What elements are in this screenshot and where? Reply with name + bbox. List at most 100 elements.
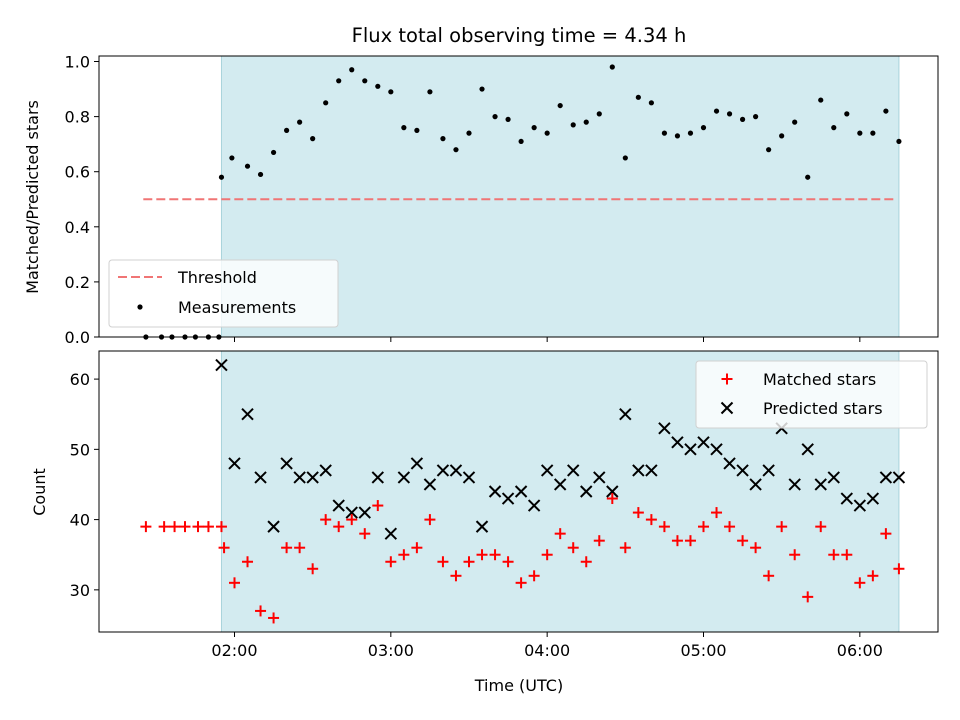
predicted-star-point: [606, 485, 619, 498]
predicted-star-point: [215, 358, 228, 372]
legend-predicted-marker: [720, 401, 734, 415]
predicted-star-point: [866, 492, 880, 505]
legend-matched-label: Matched stars: [763, 370, 876, 389]
predicted-star-point: [645, 464, 658, 477]
top-legend: Threshold Measurements: [108, 259, 339, 328]
predicted-star-point: [814, 478, 827, 491]
matched-star-point: [697, 521, 709, 533]
bottom-y-ticks: 30 40 50 60: [70, 370, 99, 600]
predicted-star-point: [749, 478, 762, 491]
bottom-x-tick-label: 04:00: [524, 641, 570, 660]
legend-plus-glyph: [721, 373, 733, 385]
matched-star-point: [192, 521, 204, 533]
matched-star-point: [684, 535, 696, 547]
measurement-point: [349, 67, 355, 73]
measurement-point: [609, 64, 615, 70]
measurement-point: [453, 147, 459, 153]
predicted-star-point: [423, 478, 437, 491]
measurement-point: [531, 125, 537, 131]
measurement-point: [388, 89, 394, 95]
predicted-star-point: [853, 499, 867, 512]
matched-star-point: [437, 556, 449, 568]
matched-star-point: [554, 528, 566, 540]
bottom-x-tick-label: 02:00: [211, 641, 257, 660]
matched-star-point: [645, 514, 657, 526]
predicted-star-point: [410, 457, 424, 470]
predicted-star-point: [488, 485, 502, 498]
matched-star-point: [411, 542, 423, 554]
matched-star-point: [333, 521, 345, 533]
top-y-tick-label: 0.6: [65, 163, 90, 182]
bottom-y-tick-label: 30: [70, 581, 90, 600]
matched-star-point: [880, 528, 892, 540]
measurement-point: [857, 130, 863, 136]
matched-star-point: [606, 493, 618, 505]
predicted-star-point: [553, 478, 567, 491]
matched-star-point: [450, 570, 462, 582]
chart-title: Flux total observing time = 4.34 h: [352, 24, 687, 47]
matched-star-point: [580, 556, 592, 568]
top-y-ticks: 0.0 0.2 0.4 0.6 0.8 1.0: [65, 53, 99, 347]
matched-star-point: [281, 542, 293, 554]
legend-x-glyph: [720, 401, 734, 415]
predicted-star-point: [527, 499, 541, 512]
matched-star-point: [359, 528, 371, 540]
measurement-point: [492, 114, 498, 120]
measurement-point: [336, 78, 342, 84]
measurement-point: [362, 78, 368, 84]
matched-star-point: [346, 514, 358, 526]
measurement-point: [270, 149, 277, 156]
measurement-point: [427, 89, 433, 95]
matched-star-point: [632, 507, 644, 519]
predicted-star-point: [593, 471, 606, 484]
matched-star-point: [802, 591, 814, 603]
measurement-point: [505, 116, 511, 122]
measurement-point: [831, 125, 837, 131]
matched-star-point: [893, 563, 905, 575]
matched-star-point: [502, 556, 514, 568]
matched-star-point: [255, 605, 267, 617]
predicted-star-point: [345, 506, 358, 519]
bottom-legend-box: [695, 360, 928, 429]
bottom-legend: Matched stars Predicted stars: [695, 360, 928, 429]
matched-star-point: [385, 556, 397, 568]
predicted-star-point: [827, 471, 840, 484]
top-y-tick-label: 0.0: [65, 328, 90, 347]
measurement-point: [257, 171, 264, 178]
predicted-star-point: [723, 457, 736, 470]
matched-star-point: [228, 577, 240, 589]
legend-threshold-label: Threshold: [177, 268, 257, 287]
measurement-point: [284, 127, 290, 133]
measurement-point: [583, 119, 589, 125]
predicted-star-point: [567, 464, 580, 477]
measurement-point: [414, 127, 420, 133]
bottom-x-ticks: 02:00 03:00 04:00 05:00 06:00: [211, 632, 883, 660]
matched-star-point: [218, 542, 230, 554]
measurement-point: [713, 108, 720, 114]
matched-star-point: [268, 612, 280, 624]
measurement-point: [401, 125, 407, 131]
predicted-star-point: [371, 471, 385, 484]
predicted-star-point: [449, 464, 463, 477]
predicted-star-point: [710, 443, 723, 456]
predicted-star-point: [736, 464, 749, 477]
matched-star-point: [179, 521, 191, 533]
predicted-star-point: [514, 485, 528, 498]
predicted-star-point: [241, 408, 254, 421]
predicted-star-point: [280, 457, 293, 470]
predicted-star-point: [801, 443, 814, 456]
matched-star-point: [671, 535, 683, 547]
measurement-point: [844, 111, 850, 117]
matched-star-point: [724, 521, 736, 533]
bottom-y-tick-label: 60: [70, 370, 90, 389]
predicted-star-point: [436, 464, 450, 477]
measurement-point: [479, 86, 485, 92]
predicted-star-point: [319, 464, 332, 477]
predicted-star-point: [501, 492, 515, 505]
matched-star-point: [737, 535, 749, 547]
legend-measurements-label: Measurements: [178, 298, 296, 317]
matched-star-point: [815, 521, 827, 533]
measurement-point: [870, 130, 876, 136]
legend-measurements-marker: [137, 304, 143, 310]
